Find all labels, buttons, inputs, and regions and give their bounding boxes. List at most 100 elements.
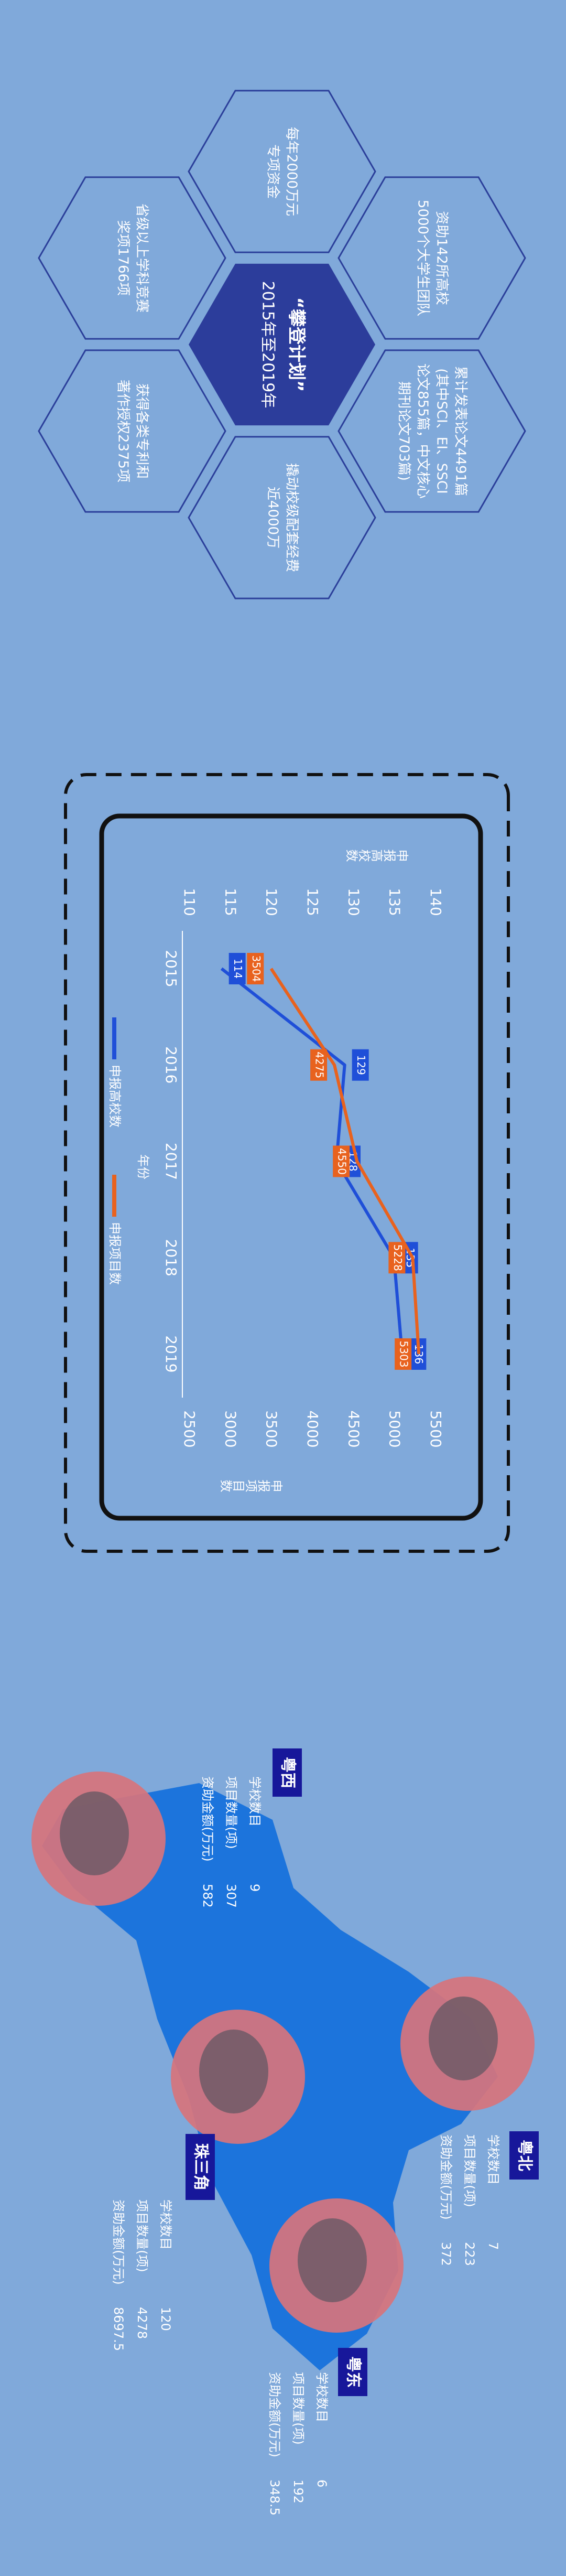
region-tag — [186, 2134, 215, 2200]
x-tick-label: 2018 — [162, 1239, 180, 1276]
region-row-label: 学校数目 — [247, 1776, 262, 1827]
y-tick-label: 135 — [386, 888, 404, 916]
chart-frame — [99, 813, 483, 1521]
center-subtitle: 2015年至2019年 — [259, 281, 277, 409]
region-row-label: 学校数目 — [158, 2199, 173, 2250]
y2-tick-label: 5000 — [386, 1410, 404, 1447]
region-name: 珠三角 — [192, 2143, 210, 2191]
region-name: 粤北 — [516, 2140, 534, 2171]
region-row-value: 372 — [439, 2242, 453, 2266]
value-label-box — [352, 1049, 369, 1081]
x-axis-title: 年份 — [136, 1154, 150, 1179]
region-row-label: 学校数目 — [486, 2134, 500, 2185]
region-row-value: 307 — [224, 1884, 238, 1908]
y2-tick-label: 4500 — [345, 1410, 362, 1447]
region-row-value: 7 — [486, 2242, 500, 2250]
hexagon — [38, 349, 226, 513]
hexagon-text: 资助142所高校 — [434, 211, 450, 305]
hexagon-text: 近4000万 — [265, 487, 281, 549]
hexagon-text: 奖项1766项 — [115, 220, 131, 296]
y2-tick-label: 3000 — [222, 1410, 239, 1447]
region-row-value: 4278 — [135, 2307, 149, 2339]
region-row-label: 项目数量(项) — [291, 2372, 306, 2445]
value-label-box — [388, 1242, 406, 1274]
region-name: 粤西 — [279, 1757, 297, 1788]
y2-tick-label: 3500 — [263, 1410, 280, 1447]
center-hexagon — [189, 263, 375, 426]
hexagon-text: 论文855篇，中文核心 — [415, 363, 431, 499]
x-tick-label: 2015 — [162, 950, 180, 987]
region-area — [429, 1997, 498, 2080]
legend-label: 申报项目数 — [107, 1222, 122, 1285]
y2-tick-label: 2500 — [181, 1410, 198, 1447]
hexagon-text: 专项资金 — [265, 144, 281, 199]
region-row-value: 120 — [158, 2307, 173, 2331]
hexagon — [188, 436, 376, 599]
value-label-box — [310, 1049, 328, 1081]
x-tick-label: 2016 — [162, 1046, 180, 1083]
region-row-value: 6 — [314, 2480, 329, 2487]
hexagon-text: 著作授权2375项 — [115, 380, 131, 482]
y-tick-label: 140 — [427, 888, 444, 916]
hexagon — [338, 349, 526, 513]
value-label: 114 — [232, 959, 244, 979]
region-row-label: 资助金额(万元) — [267, 2372, 282, 2457]
dashed-frame — [64, 773, 510, 1553]
center-title: “攀登计划” — [286, 297, 307, 392]
value-label-box — [395, 1338, 412, 1370]
region-row-label: 项目数量(项) — [224, 1776, 238, 1849]
y-tick-label: 130 — [345, 888, 362, 916]
y2-tick-label: 5500 — [427, 1410, 444, 1447]
region-area — [298, 2218, 367, 2302]
y2-axis-title: 申报项目数 — [220, 1477, 283, 1492]
value-label: 129 — [355, 1055, 367, 1075]
value-label: 5303 — [398, 1341, 410, 1368]
hexagon-text: 撬动校级配套经费 — [284, 463, 300, 572]
region-row-label: 学校数目 — [314, 2372, 329, 2422]
hexagon-text: 获得各类专利和 — [134, 383, 150, 479]
y-axis-title: 申报高校数 — [346, 847, 409, 862]
region-tag — [273, 1748, 302, 1797]
x-tick-label: 2019 — [162, 1335, 180, 1372]
value-label: 3504 — [250, 956, 263, 982]
hexagon — [38, 176, 226, 340]
region-row-label: 资助金额(万元) — [111, 2199, 126, 2285]
hexagon — [338, 176, 526, 340]
x-tick-label: 2017 — [162, 1143, 180, 1180]
y-tick-label: 110 — [181, 888, 198, 916]
hexagon-text: 期刊论文703篇) — [396, 381, 412, 481]
hexagon-text: (其中SCI、EI、SSCI — [434, 368, 450, 493]
value-label: 4275 — [313, 1051, 326, 1078]
hexagon — [188, 90, 376, 253]
value-label: 5228 — [391, 1244, 404, 1271]
legend-label: 申报高校数 — [107, 1065, 122, 1128]
hexagon-text: 5000个大学生团队 — [415, 200, 431, 316]
region-row-value: 223 — [462, 2242, 477, 2266]
region-row-value: 348.5 — [267, 2480, 282, 2516]
y-tick-label: 120 — [263, 888, 280, 916]
region-name: 粤东 — [344, 2356, 363, 2388]
y-tick-label: 115 — [222, 888, 239, 916]
value-label-box — [247, 953, 264, 984]
hexagon-text: 累计发表论文4491篇 — [453, 366, 469, 496]
hexagon-text: 省级以上学科竞赛 — [134, 203, 150, 313]
y-tick-label: 125 — [304, 888, 321, 916]
value-label: 135 — [404, 1248, 417, 1268]
region-tag — [338, 2348, 367, 2396]
region-tag — [509, 2131, 539, 2180]
region-row-value: 9 — [247, 1884, 262, 1892]
value-label: 4550 — [336, 1148, 349, 1175]
value-label-box — [228, 953, 246, 984]
region-row-label: 项目数量(项) — [135, 2199, 149, 2272]
series-line — [269, 968, 421, 1355]
region-row-label: 资助金额(万元) — [439, 2134, 453, 2220]
region-row-label: 项目数量(项) — [462, 2134, 477, 2207]
y2-tick-label: 4000 — [304, 1410, 321, 1447]
region-row-label: 资助金额(万元) — [200, 1776, 215, 1862]
hexagon-text: 每年2000万元 — [284, 127, 300, 216]
value-label-box — [333, 1145, 350, 1177]
region-area — [60, 1791, 129, 1875]
